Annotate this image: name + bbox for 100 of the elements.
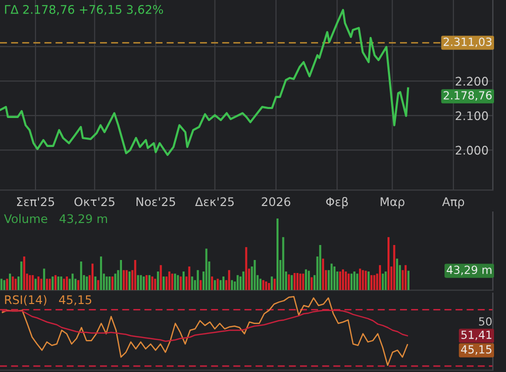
bar	[154, 278, 156, 290]
bar	[20, 261, 22, 290]
bar	[282, 237, 284, 290]
bar	[330, 264, 333, 290]
bar	[176, 275, 179, 290]
bar	[0, 278, 2, 290]
bar	[308, 270, 310, 290]
bar	[180, 276, 182, 290]
x-tick-label: Απρ	[442, 197, 464, 208]
text: 45,15	[461, 345, 492, 355]
bar	[162, 276, 165, 290]
bar	[288, 274, 290, 290]
bar	[43, 268, 46, 290]
bar	[296, 272, 298, 290]
text: 43,29 m	[446, 266, 492, 276]
ref-line-label: 2.311,03	[444, 38, 492, 48]
bar	[359, 268, 362, 290]
bar	[353, 272, 356, 290]
bar	[364, 270, 367, 290]
bar	[160, 265, 162, 290]
bar	[294, 272, 296, 290]
y-tick-label: 2.200	[456, 76, 488, 86]
bar	[319, 245, 322, 290]
bar	[40, 278, 42, 290]
y-tick-label: 2.000	[456, 146, 488, 155]
chart-title: ΓΔ 2.178,76 +76,15 3,62%	[5, 4, 163, 16]
bar	[348, 274, 350, 290]
bar	[236, 275, 239, 290]
bar	[322, 258, 324, 290]
bar	[259, 278, 262, 290]
bar	[48, 278, 51, 290]
bar	[100, 256, 102, 290]
x-tick-label: Μαρ	[380, 197, 404, 208]
bar	[299, 274, 302, 290]
bar	[168, 272, 170, 290]
bar	[220, 280, 222, 290]
bar	[196, 270, 199, 290]
bar	[265, 282, 268, 290]
bar	[216, 278, 219, 290]
bar	[211, 276, 214, 290]
x-tick-label: Δεκ'25	[195, 197, 234, 206]
bar	[146, 275, 148, 290]
bar	[396, 258, 398, 290]
bar	[151, 276, 154, 290]
bar	[242, 272, 244, 290]
bar	[344, 272, 347, 290]
bar	[77, 280, 80, 290]
bar	[393, 245, 396, 290]
bar	[12, 276, 14, 290]
annotation: 2.178,76	[444, 91, 492, 101]
bar	[134, 260, 136, 290]
bar	[230, 280, 233, 290]
bar	[378, 265, 382, 290]
bar	[140, 275, 142, 290]
bar	[214, 280, 216, 290]
bar	[34, 278, 37, 290]
bar	[384, 272, 387, 290]
bar	[274, 278, 276, 290]
bar	[111, 276, 114, 290]
bar	[205, 248, 208, 290]
bar	[407, 270, 410, 290]
bar	[302, 274, 304, 290]
bar	[191, 276, 194, 290]
bar	[382, 274, 384, 290]
x-tick-label: Νοε'25	[136, 197, 176, 206]
bar	[222, 276, 224, 290]
bar	[245, 247, 248, 290]
bar	[8, 274, 11, 290]
bar	[171, 274, 174, 290]
bar	[404, 265, 407, 290]
chart-subtitle: 45,15	[59, 295, 92, 306]
text: 51,41	[461, 330, 492, 340]
bar	[350, 274, 353, 290]
bar	[268, 282, 270, 290]
bar	[290, 275, 293, 290]
bar	[32, 275, 34, 290]
bar	[72, 274, 74, 290]
chart-title: Volume	[4, 214, 48, 224]
bar	[333, 266, 336, 290]
bar	[342, 269, 344, 290]
bar	[60, 276, 62, 290]
bar	[57, 276, 60, 290]
bar	[270, 276, 273, 290]
bar	[339, 272, 342, 290]
bar	[174, 274, 176, 290]
bar	[106, 276, 108, 290]
bar	[182, 272, 185, 290]
bar	[148, 275, 150, 290]
bar	[362, 270, 364, 290]
y-tick-label: 2.100	[456, 111, 488, 120]
bar	[63, 278, 66, 290]
bar	[86, 276, 88, 290]
bar	[122, 270, 125, 290]
bar	[137, 275, 140, 290]
bar	[46, 278, 48, 290]
bar	[254, 260, 256, 290]
bar	[128, 272, 131, 290]
bar	[37, 276, 40, 290]
bar	[80, 261, 82, 290]
bar	[23, 256, 26, 290]
